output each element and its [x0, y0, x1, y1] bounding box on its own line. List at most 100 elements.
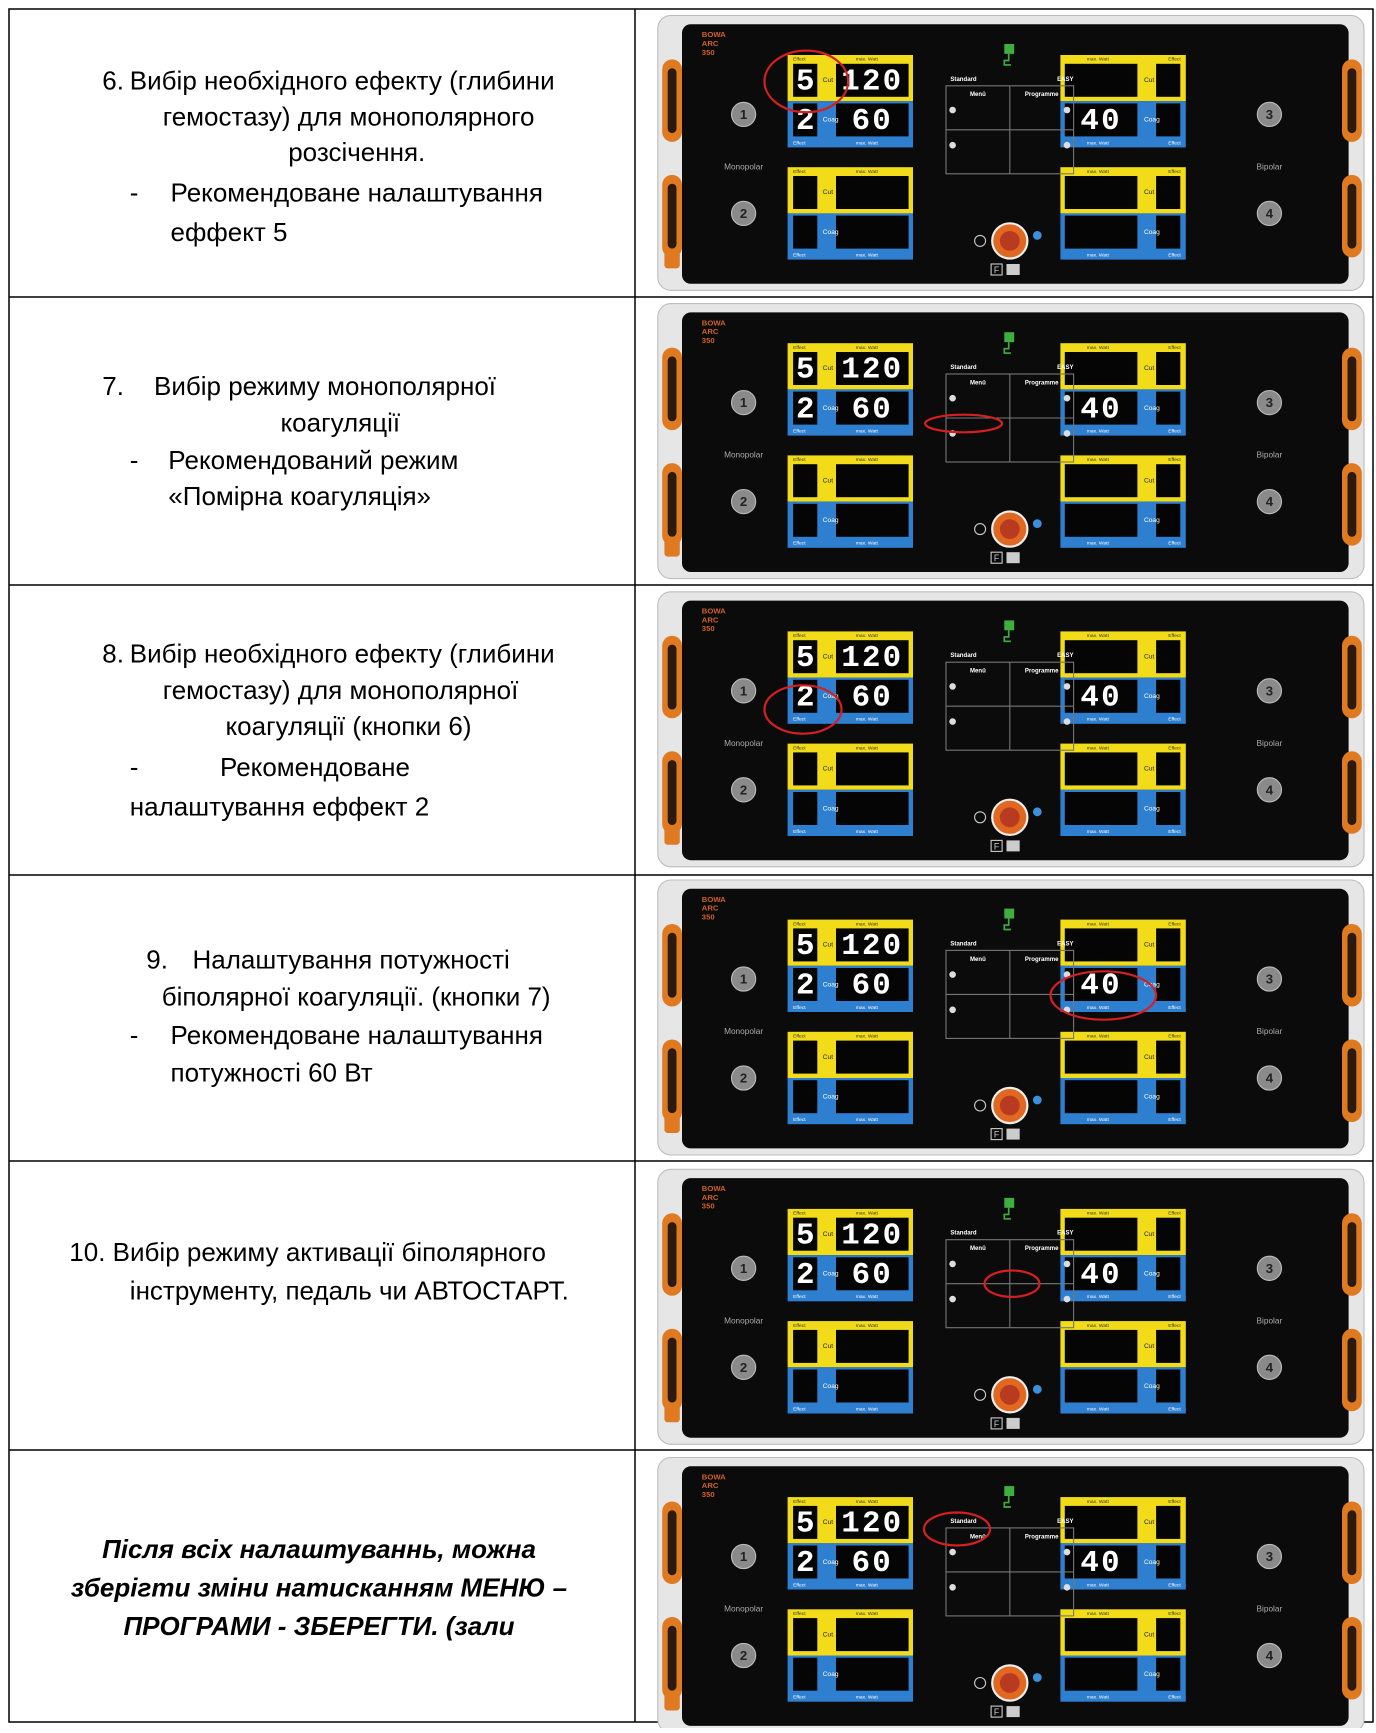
panel-label: EASY — [1057, 941, 1073, 947]
strip-label: Effect — [793, 541, 806, 547]
connector-hole — [1347, 68, 1357, 134]
socket-button — [730, 966, 757, 992]
effect-box — [793, 1257, 818, 1291]
logo: ARC — [702, 904, 719, 913]
effect-value: 5 — [796, 1218, 814, 1253]
effect-box — [793, 464, 818, 498]
menu-button — [1063, 394, 1071, 402]
menu-label: Programme — [1025, 957, 1059, 963]
mode-icon — [1004, 332, 1015, 343]
socket-button — [730, 389, 757, 416]
side-label: Bipolar — [1257, 451, 1283, 460]
socket-number: 1 — [740, 395, 747, 410]
effect-box — [793, 1329, 818, 1363]
socket-number: 3 — [1266, 395, 1273, 410]
step-text: зберігти зміни натисканням МЕНЮ – — [71, 1572, 567, 1602]
strip-label: max. Watt — [856, 1611, 879, 1617]
effect-box — [1156, 1040, 1181, 1074]
menu-label: Menü — [970, 957, 986, 963]
strip-label: Effect — [793, 345, 806, 351]
status-icon — [1032, 1095, 1042, 1105]
display-lower: Cut Coag Effect max. Watt Effect max. Watt — [787, 1609, 913, 1702]
watt-box — [1064, 503, 1138, 537]
mode-label: Coag — [823, 229, 839, 236]
strip-label: Effect — [793, 1611, 806, 1617]
watt-box — [836, 1657, 909, 1691]
panel-label: EASY — [1057, 365, 1073, 371]
mode-label: Coag — [1144, 517, 1160, 524]
logo: BOWA — [702, 30, 726, 39]
connector-hole — [667, 1510, 677, 1576]
menu-button — [1063, 1584, 1071, 1591]
strip-label: max. Watt — [856, 1294, 879, 1300]
effect-box — [793, 215, 818, 249]
menu-button — [1063, 1548, 1071, 1556]
mode-label: Coag — [823, 405, 839, 412]
logo: ARC — [702, 1481, 719, 1490]
logo: BOWA — [702, 607, 726, 616]
logo: BOWA — [702, 1184, 726, 1193]
step-text: 7. — [102, 371, 124, 401]
strip-label: max. Watt — [856, 1034, 879, 1040]
strip-label: Effect — [793, 633, 806, 639]
mode-label: Cut — [823, 942, 833, 949]
strip-label: max. Watt — [1087, 57, 1110, 63]
watt-value: 40 — [1080, 1258, 1121, 1293]
strip-label: Effect — [793, 1499, 806, 1505]
strip-label: Effect — [793, 1034, 806, 1040]
menu-label: Menü — [970, 380, 986, 386]
strip-label: Effect — [793, 429, 806, 435]
menu-button — [1063, 106, 1071, 114]
panel-label: Standard — [950, 941, 977, 947]
power-button — [999, 231, 1020, 251]
mode-label: Coag — [1144, 693, 1160, 700]
strip-label: Effect — [1168, 1323, 1181, 1329]
strip-label: Effect — [793, 829, 806, 835]
effect-value: 2 — [796, 1258, 814, 1293]
watt-box — [836, 792, 909, 825]
side-label: Monopolar — [724, 451, 763, 460]
effect-box — [1156, 1369, 1181, 1403]
footswitch-label: F — [994, 1419, 1000, 1429]
strip-label: max. Watt — [856, 829, 879, 835]
strip-label: max. Watt — [1087, 169, 1110, 175]
watt-value: 60 — [852, 1546, 893, 1581]
side-label: Monopolar — [724, 162, 763, 171]
strip-label: max. Watt — [1087, 1323, 1110, 1329]
watt-box — [1064, 391, 1138, 425]
panel-label: Standard — [950, 365, 977, 371]
menu-label: Programme — [1025, 669, 1059, 675]
strip-label: max. Watt — [1087, 457, 1110, 463]
strip-label: max. Watt — [1087, 1211, 1110, 1217]
effect-value: 2 — [796, 681, 814, 716]
strip-label: Effect — [793, 1294, 806, 1300]
step-text: - — [130, 1020, 139, 1050]
watt-value: 120 — [841, 1507, 903, 1542]
strip-label: max. Watt — [856, 921, 879, 927]
strip-label: max. Watt — [1087, 1034, 1110, 1040]
socket-number: 2 — [740, 206, 747, 221]
effect-box — [1156, 1217, 1181, 1251]
strip-label: Effect — [1168, 1117, 1181, 1123]
strip-label: Effect — [793, 1211, 806, 1217]
display-lower: Cut Coag Effect max. Watt Effect max. Watt — [1060, 1031, 1186, 1125]
effect-value: 2 — [796, 392, 814, 427]
power-button — [999, 519, 1020, 539]
menu-button — [949, 718, 956, 725]
socket-number: 1 — [740, 1261, 747, 1276]
mode-icon — [1004, 1486, 1015, 1496]
side-label: Bipolar — [1257, 1316, 1283, 1325]
power-icon — [974, 1388, 987, 1401]
watt-box — [1064, 1329, 1138, 1363]
effect-box — [793, 752, 818, 786]
socket-button — [730, 101, 757, 128]
socket-number: 2 — [740, 1071, 747, 1086]
watt-box — [836, 1040, 909, 1074]
strip-label: Effect — [1168, 829, 1181, 835]
mode-label: Cut — [823, 1519, 833, 1526]
watt-value: 120 — [841, 641, 903, 676]
strip-label: Effect — [793, 57, 806, 63]
mode-icon — [1003, 1207, 1011, 1220]
side-label: Monopolar — [724, 739, 763, 748]
